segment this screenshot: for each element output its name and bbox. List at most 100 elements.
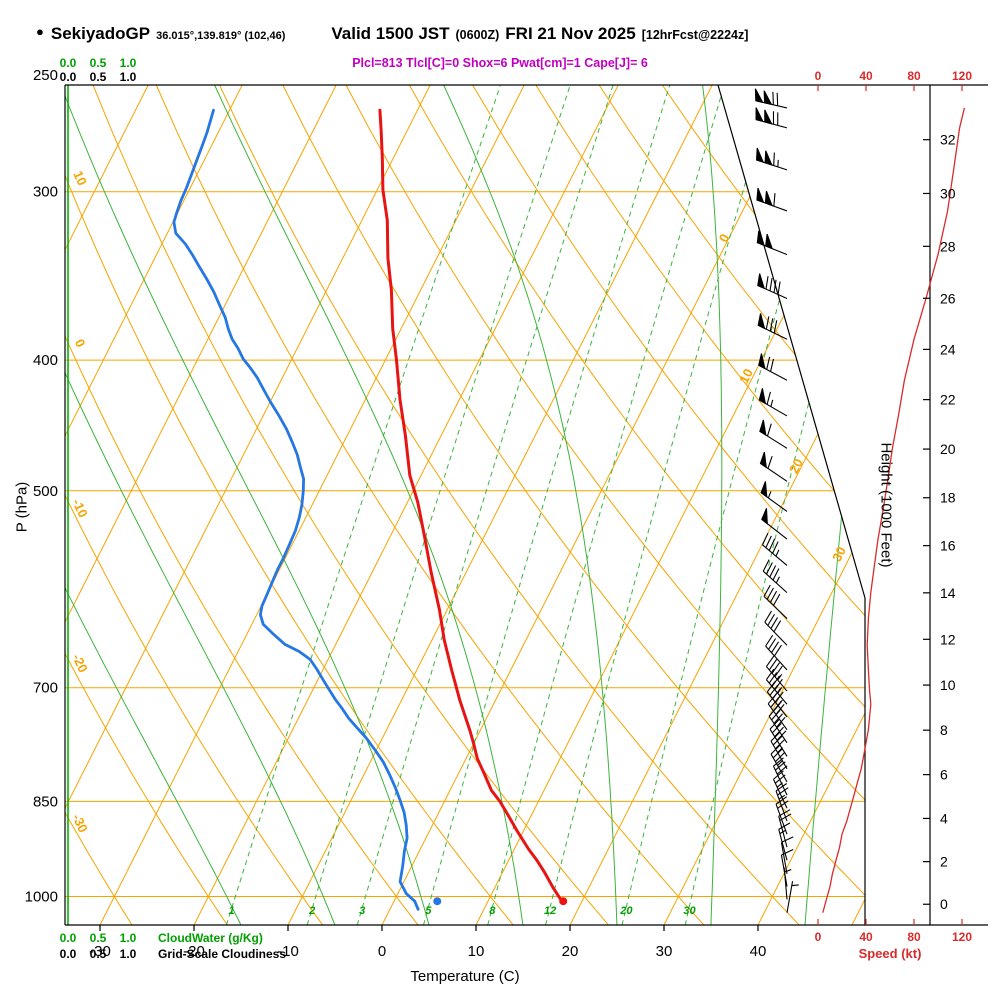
dry-adiabat-line bbox=[65, 85, 133, 925]
wind-barb bbox=[764, 621, 788, 646]
plot-borders bbox=[64, 84, 988, 926]
moist-adiabat-line bbox=[65, 85, 430, 925]
dry-adiabat-line bbox=[219, 85, 800, 925]
temperature-tick-label: -20 bbox=[183, 943, 205, 960]
mixing-ratio-line bbox=[225, 85, 501, 925]
valid-time-utc: (0600Z) bbox=[455, 28, 500, 42]
isotherm-line bbox=[99, 85, 525, 925]
dry-adiabat-line bbox=[92, 85, 609, 925]
isotherm-line bbox=[663, 85, 865, 925]
wind-barb bbox=[766, 691, 788, 718]
wind-barb bbox=[786, 881, 794, 913]
pressure-tick-label: 500 bbox=[33, 483, 58, 500]
wind-barb bbox=[775, 790, 788, 822]
cloudiness-scale-tick: 1.0 bbox=[119, 947, 137, 961]
height-tick-label: 32 bbox=[940, 132, 956, 148]
wind-barb bbox=[766, 666, 788, 692]
isotherm-line bbox=[569, 85, 865, 925]
station-bullet-icon: ● bbox=[36, 24, 44, 39]
height-tick-label: 16 bbox=[940, 538, 956, 554]
height-tick-label: 0 bbox=[940, 896, 948, 912]
wind-barb bbox=[767, 703, 788, 731]
cloudwater-scale-tick: 0.0 bbox=[59, 56, 77, 70]
moist-adiabat-line bbox=[65, 85, 242, 925]
dry-adiabat-line bbox=[408, 85, 865, 925]
temperature-axis-label: Temperature (C) bbox=[410, 968, 520, 985]
height-tick-label: 2 bbox=[940, 854, 948, 870]
cloudiness-scale-tick: 1.0 bbox=[119, 70, 137, 84]
height-tick-label: 22 bbox=[940, 392, 956, 408]
mixing-ratio-label: 5 bbox=[425, 905, 432, 917]
isotherm-line bbox=[475, 85, 865, 925]
dry-adiabat-line bbox=[155, 85, 705, 925]
wind-barb bbox=[772, 765, 788, 796]
mixing-ratio-label: 8 bbox=[489, 905, 496, 917]
mixing-ratio-line bbox=[487, 85, 725, 925]
stability-indices: Plcl=813 Tlcl[C]=0 Shox=6 Pwat[cm]=1 Cap… bbox=[352, 56, 648, 70]
height-tick-label: 4 bbox=[940, 810, 948, 826]
mixing-ratio-label: 3 bbox=[359, 905, 365, 917]
cloudiness-scale-tick: 0.0 bbox=[59, 947, 77, 961]
moist-adiabat-line bbox=[804, 85, 865, 925]
temperature-curve bbox=[378, 108, 565, 904]
moist-adiabat-line bbox=[702, 85, 723, 925]
wind-barb bbox=[775, 803, 788, 835]
cloudwater-scale-tick: 1.0 bbox=[119, 56, 137, 70]
dry-adiabat-label: 0 bbox=[72, 337, 89, 350]
cloudwater-scale-tick: 1.0 bbox=[119, 931, 137, 945]
mixing-ratio-label: 1 bbox=[229, 905, 235, 917]
height-tick-label: 12 bbox=[940, 631, 956, 647]
wind-barb bbox=[772, 779, 788, 809]
isotherm-line bbox=[757, 85, 865, 925]
moist-adiabat-line bbox=[443, 85, 618, 925]
surface-temperature-marker bbox=[559, 897, 568, 906]
wind-barb bbox=[762, 544, 788, 566]
isotherm-line bbox=[287, 85, 713, 925]
mixing-ratio-label: 2 bbox=[308, 905, 315, 917]
cloudiness-scale-tick: 0.5 bbox=[89, 70, 107, 84]
cloudwater-scale-tick: 0.0 bbox=[59, 931, 77, 945]
height-tick-label: 8 bbox=[940, 722, 948, 738]
isotherm-line bbox=[65, 85, 337, 925]
dry-adiabat-line bbox=[65, 85, 228, 925]
cloudwater-scale-tick: 0.5 bbox=[89, 931, 107, 945]
speed-tick-label: 0 bbox=[815, 69, 822, 83]
isotherm-line bbox=[381, 85, 807, 925]
pressure-tick-label: 250 bbox=[33, 67, 58, 84]
station-name: SekiyadoGP bbox=[50, 24, 151, 43]
height-tick-label: 6 bbox=[940, 767, 948, 783]
isotherm-line bbox=[65, 85, 243, 925]
wind-barb bbox=[769, 728, 788, 757]
dry-adiabat-line bbox=[65, 85, 324, 925]
height-tick-label: 20 bbox=[940, 441, 956, 457]
speed-tick-label: 120 bbox=[952, 69, 972, 83]
valid-date: FRI 21 Nov 2025 bbox=[505, 24, 636, 43]
cloudiness-scale-tick: 0.5 bbox=[89, 947, 107, 961]
cloudiness-scale-tick: 0.0 bbox=[59, 70, 77, 84]
height-tick-label: 18 bbox=[940, 490, 956, 506]
dewpoint-curve bbox=[172, 108, 420, 911]
isotherm-label: 10 bbox=[736, 366, 756, 386]
wind-barb bbox=[762, 570, 788, 594]
pressure-tick-label: 400 bbox=[33, 352, 58, 369]
height-axis-label: Height (1000 Feet) bbox=[877, 442, 895, 568]
isotherm-label: 0 bbox=[716, 231, 733, 244]
temperature-tick-label: -10 bbox=[277, 943, 299, 960]
pressure-axis-label: P (hPa) bbox=[13, 481, 31, 533]
isotherm-label: 20 bbox=[786, 456, 806, 476]
dry-adiabat-line bbox=[535, 85, 865, 925]
height-tick-label: 26 bbox=[940, 290, 956, 306]
dry-adiabat-label: -30 bbox=[69, 811, 91, 834]
background-grid bbox=[65, 85, 865, 925]
moist-adiabat-line bbox=[214, 85, 524, 925]
isotherm-label: 30 bbox=[829, 544, 849, 564]
isotherm-line bbox=[65, 85, 149, 925]
cloudwater-scale-tick: 0.5 bbox=[89, 56, 107, 70]
temperature-tick-label: 30 bbox=[656, 943, 673, 960]
speed-tick-label: 80 bbox=[907, 69, 921, 83]
speed-axis-label: Speed (kt) bbox=[858, 946, 922, 961]
forecast-info: [12hrFcst@2224z] bbox=[641, 28, 749, 42]
dry-adiabat-line bbox=[472, 85, 865, 925]
